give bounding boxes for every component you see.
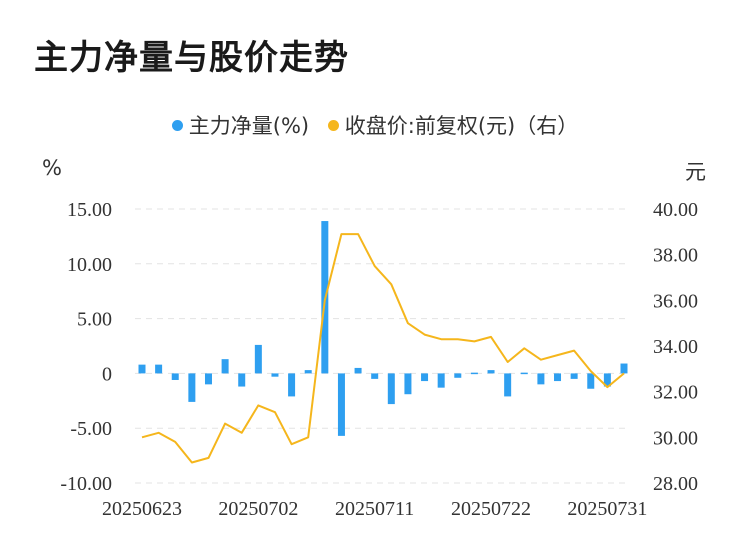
bar-net xyxy=(354,367,362,374)
bar-net xyxy=(138,364,146,374)
bar-net xyxy=(288,373,296,397)
legend-item-net[interactable]: 主力净量(%) xyxy=(171,110,310,140)
legend-label-net: 主力净量(%) xyxy=(188,114,310,138)
legend-dot-price xyxy=(327,119,339,131)
legend-label-price: 收盘价:前复权(元)（右） xyxy=(344,114,579,138)
y-right-tick-label: 34.00 xyxy=(653,336,698,358)
legend-item-price[interactable]: 收盘价:前复权(元)（右） xyxy=(327,110,579,140)
y-left-tick-label: 5.00 xyxy=(77,309,112,331)
x-tick-label: 20250731 xyxy=(567,498,647,520)
bar-net xyxy=(221,359,229,374)
bar-net xyxy=(254,344,262,374)
legend-dot-net xyxy=(171,119,183,131)
y-right-tick-label: 28.00 xyxy=(653,473,698,495)
y-right-tick-label: 40.00 xyxy=(653,199,698,221)
bar-net xyxy=(304,370,312,374)
y-right-tick-label: 30.00 xyxy=(653,427,698,449)
y-left-tick-label: -5.00 xyxy=(70,418,112,440)
x-tick-label: 20250711 xyxy=(335,498,414,520)
bar-net xyxy=(387,373,395,405)
y-left-tick-label: -10.00 xyxy=(60,473,112,495)
y-left-tick-label: 10.00 xyxy=(67,254,112,276)
bar-net xyxy=(487,370,495,374)
bar-net xyxy=(437,373,445,388)
bar-net xyxy=(470,372,478,375)
y-right-tick-label: 36.00 xyxy=(653,290,698,312)
bar-net xyxy=(188,373,196,402)
right-axis-unit: 元 xyxy=(685,160,706,184)
chart-title: 主力净量与股价走势 xyxy=(34,38,349,78)
x-tick-label: 20250623 xyxy=(102,498,182,520)
y-right-tick-label: 32.00 xyxy=(653,382,698,404)
y-right-tick-label: 38.00 xyxy=(653,245,698,267)
bar-net xyxy=(238,373,246,387)
y-left-tick-label: 0 xyxy=(102,363,112,385)
bar-net xyxy=(520,372,528,375)
bar-net xyxy=(155,364,163,374)
price-line xyxy=(141,233,625,464)
bar-net xyxy=(271,373,279,377)
bar-net xyxy=(570,373,578,379)
bar-net xyxy=(620,363,628,374)
left-axis-unit: % xyxy=(42,156,62,180)
bar-net xyxy=(587,373,595,389)
bar-net xyxy=(454,373,462,378)
bar-net xyxy=(204,373,212,385)
bar-net xyxy=(554,373,562,382)
x-tick-label: 20250722 xyxy=(451,498,531,520)
bar-net xyxy=(421,373,429,382)
bar-net xyxy=(603,373,611,387)
bar-net xyxy=(171,373,179,380)
bar-net xyxy=(537,373,545,385)
bar-net xyxy=(504,373,512,397)
y-left-tick-label: 15.00 xyxy=(67,199,112,221)
bar-net xyxy=(404,373,412,395)
legend: 主力净量(%) 收盘价:前复权(元)（右） xyxy=(0,110,750,140)
bar-net xyxy=(337,373,345,436)
bar-net xyxy=(371,373,379,379)
x-tick-label: 20250702 xyxy=(218,498,298,520)
